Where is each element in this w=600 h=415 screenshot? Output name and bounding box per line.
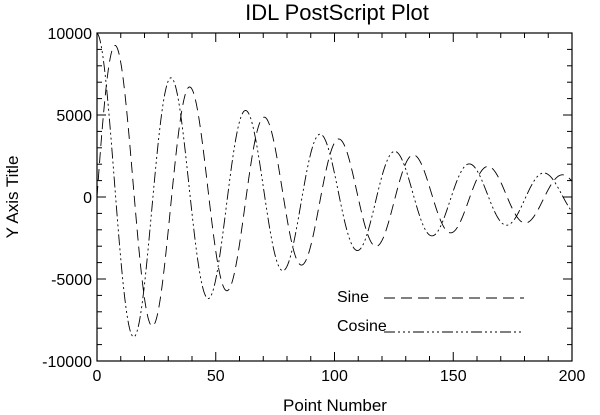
y-axis-tick-labels: 10000 5000 0 -5000 -10000	[42, 26, 92, 371]
y-tick-label: -10000	[42, 354, 92, 371]
x-tick-label: 200	[559, 368, 586, 385]
series-line-cosine	[96, 32, 573, 338]
x-axis-ticks	[96, 33, 573, 361]
x-tick-label: 50	[207, 368, 225, 385]
x-tick-label: 150	[440, 368, 467, 385]
y-tick-label: -5000	[51, 272, 92, 289]
x-axis-label: Point Number	[283, 396, 387, 415]
y-tick-label: 10000	[48, 26, 93, 43]
x-axis-tick-labels: 0 50 100 150 200	[93, 368, 586, 385]
legend-label-cosine: Cosine	[337, 318, 387, 335]
legend: Sine Cosine	[337, 289, 524, 335]
x-tick-label: 100	[321, 368, 348, 385]
y-axis-ticks	[97, 32, 572, 362]
chart-title: IDL PostScript Plot	[245, 0, 429, 25]
y-axis-label: Y Axis Title	[3, 156, 22, 239]
y-tick-label: 5000	[56, 108, 92, 125]
series-line-sine	[96, 44, 573, 327]
plot-frame	[96, 32, 573, 362]
legend-label-sine: Sine	[337, 289, 369, 306]
y-tick-label: 0	[83, 190, 92, 207]
series-layer	[96, 32, 573, 338]
x-tick-label: 0	[93, 368, 102, 385]
